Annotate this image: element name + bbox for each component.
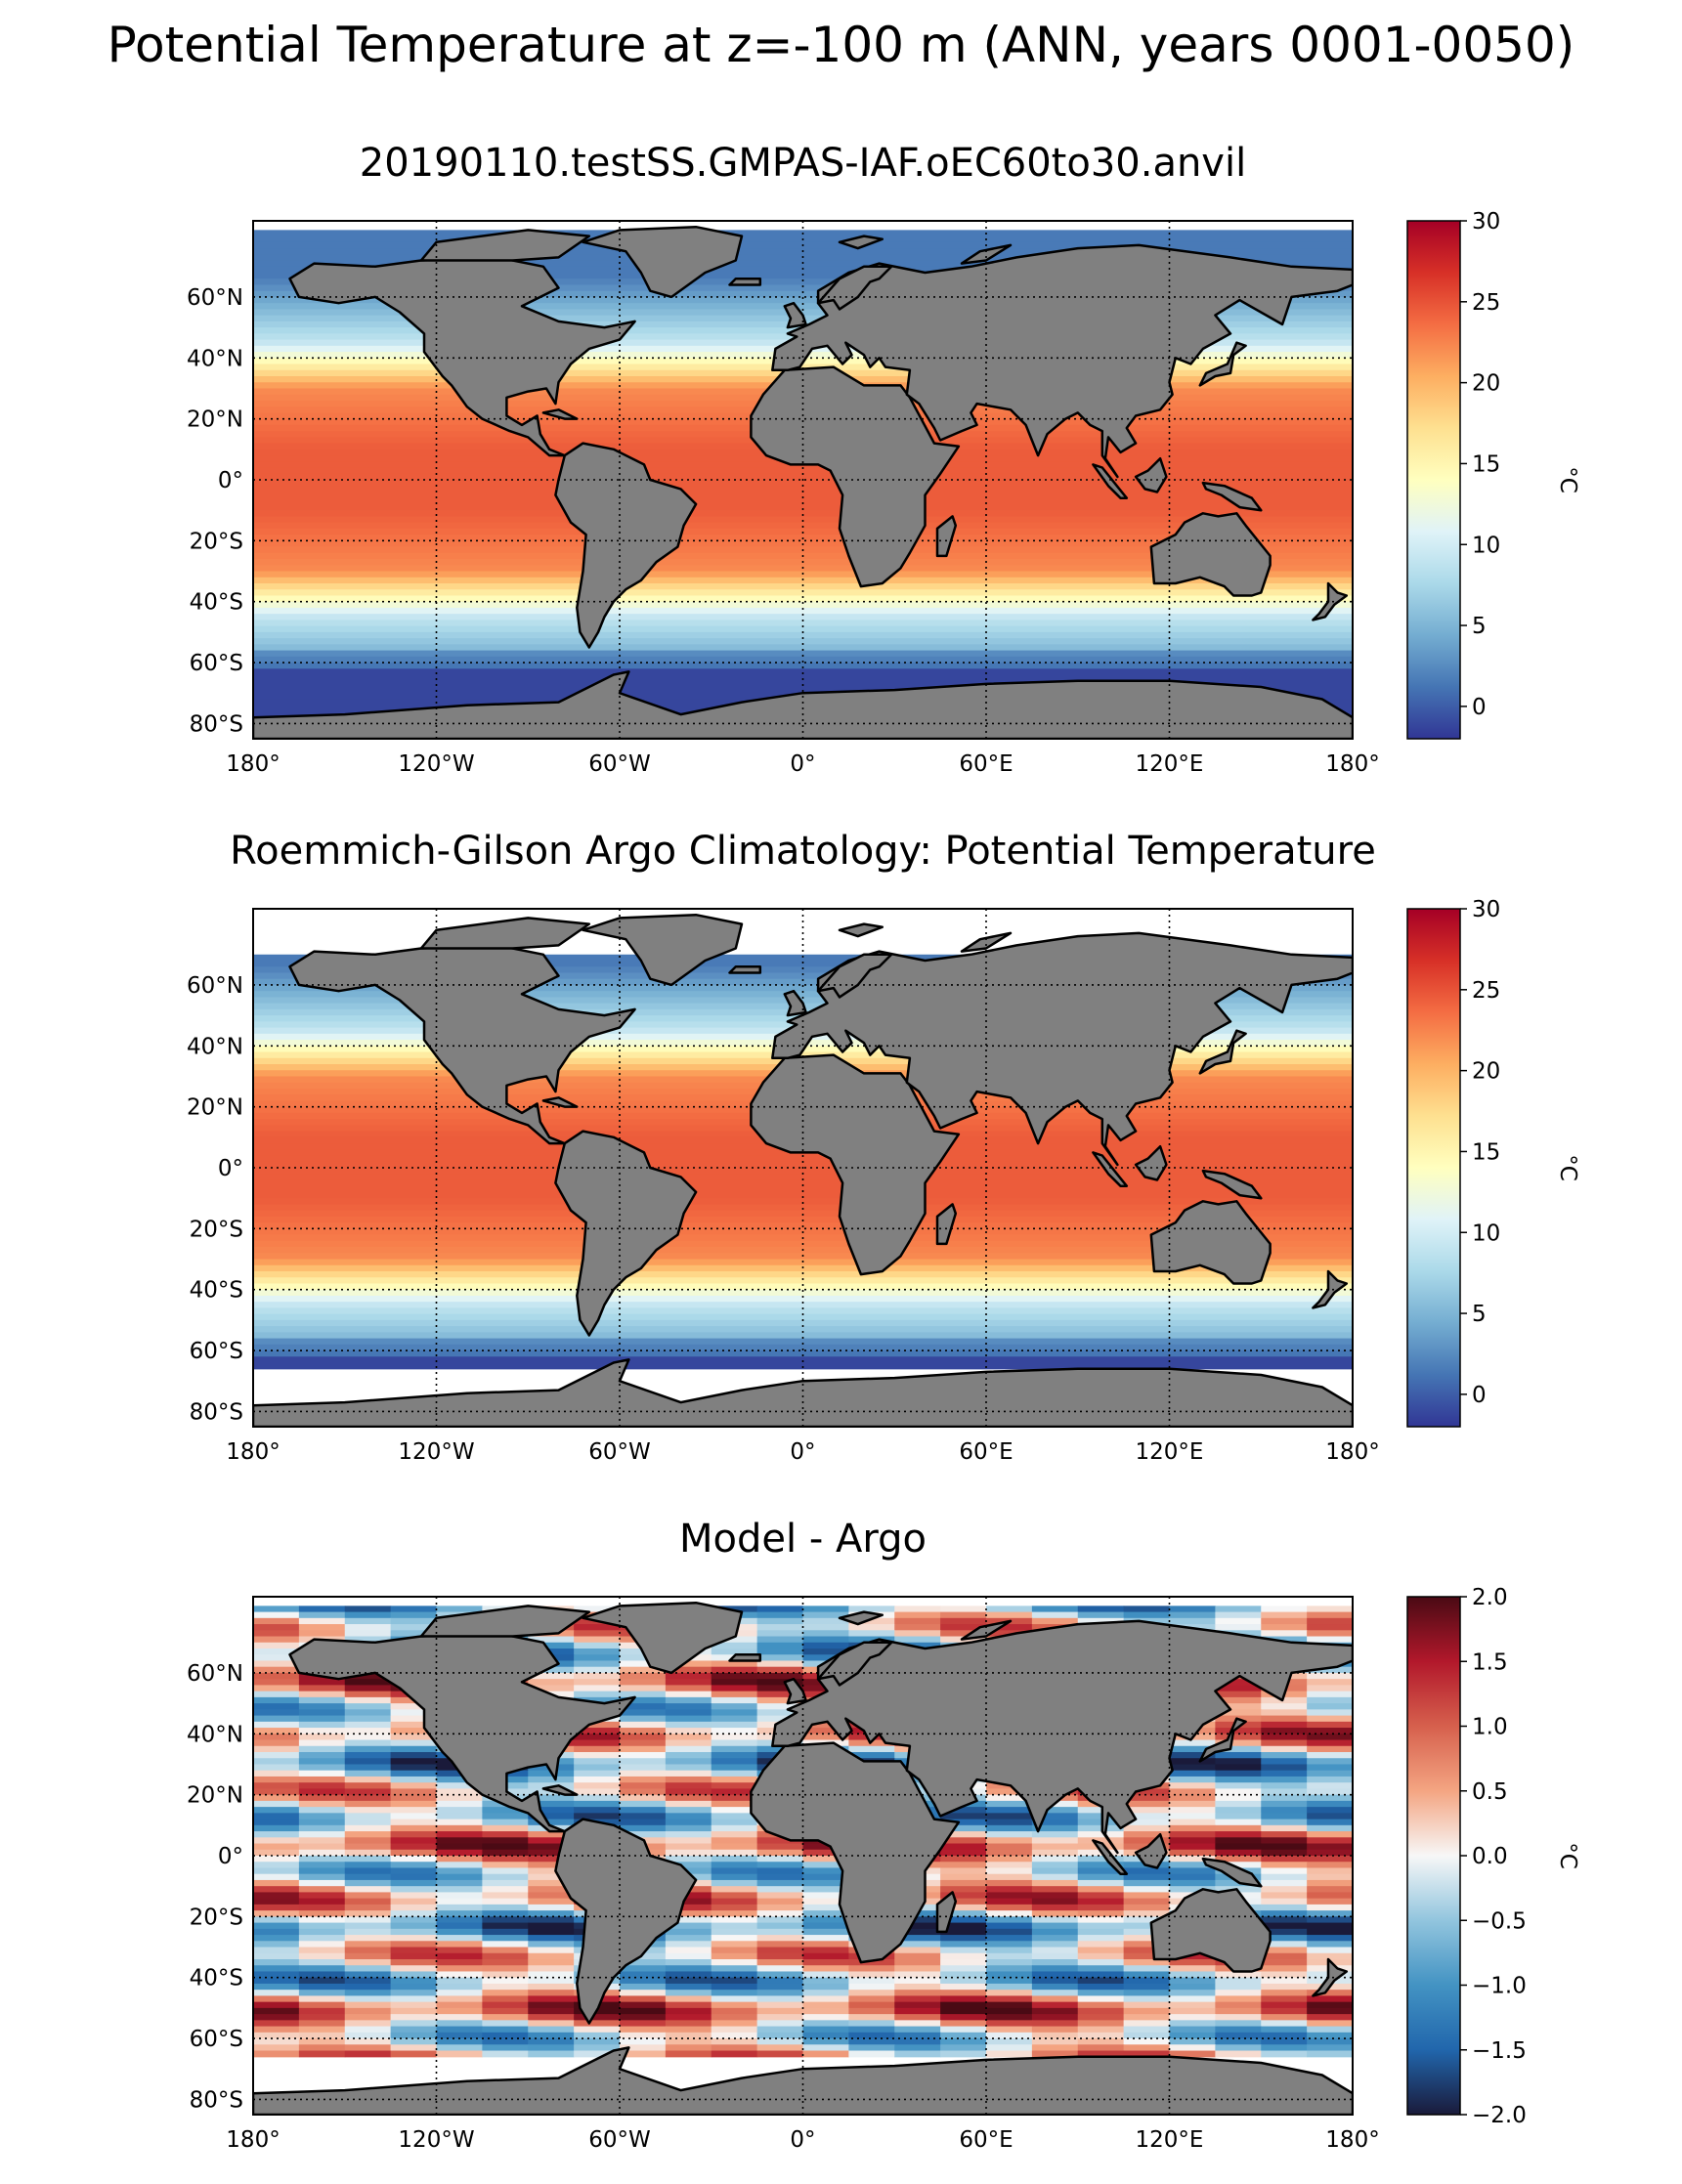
x-tick-label: 0° [790, 1439, 815, 1465]
y-tick-label: 20°N [187, 1783, 243, 1809]
colorbar-label: °C [1555, 1154, 1580, 1181]
x-tick-label: 180° [1325, 2127, 1379, 2153]
y-tick-label: 40°N [187, 346, 243, 371]
colorbar-tick-label: 1.0 [1472, 1715, 1508, 1740]
y-tick-label: 40°S [190, 1966, 243, 1991]
colorbar-tick-label: −2.0 [1472, 2103, 1527, 2128]
y-tick-label: 60°S [190, 2027, 243, 2052]
y-tick-label: 40°S [190, 590, 243, 616]
x-tick-label: 120°E [1136, 751, 1204, 777]
colorbar-tick-label: 5 [1472, 614, 1487, 639]
colorbar-label: °C [1555, 1842, 1580, 1869]
colorbar: 2.0 1.5 1.0 0.5 0.0 −0.5 −1.0 −1.5 −2.0 °C [1406, 1585, 1580, 2128]
colorbar-tick-label: −0.5 [1472, 1908, 1527, 1934]
y-tick-label: 20°N [187, 1095, 243, 1121]
colorbar-tick-label: 10 [1472, 1220, 1500, 1246]
x-tick-label: 60°W [588, 751, 651, 777]
x-tick-label: 0° [790, 751, 815, 777]
colorbar-tick-label: 0 [1472, 1383, 1487, 1408]
colorbar-tick-label: 5 [1472, 1302, 1487, 1327]
colorbar-tick-label: 10 [1472, 533, 1500, 558]
x-tick-label: 120°E [1136, 2127, 1204, 2153]
y-tick-label: 40°N [187, 1722, 243, 1747]
x-tick-label: 60°E [959, 2127, 1013, 2153]
y-tick-label: 20°S [190, 1217, 243, 1242]
x-tick-label: 180° [226, 1439, 280, 1465]
colorbar-scale [1406, 220, 1461, 740]
x-tick-label: 120°W [398, 751, 474, 777]
colorbar-tick-label: 0.0 [1472, 1844, 1508, 1869]
colorbar-tick-label: 20 [1472, 1059, 1500, 1085]
y-tick-label: 40°S [190, 1278, 243, 1304]
colorbar-tick-label: 15 [1472, 1139, 1500, 1165]
y-tick-label: 0° [218, 468, 243, 493]
colorbar: 30 25 20 15 10 5 0 °C [1406, 897, 1580, 1428]
x-tick-label: 0° [790, 2127, 815, 2153]
colorbar-tick-label: 15 [1472, 451, 1500, 477]
x-tick-label: 120°E [1136, 1439, 1204, 1465]
colorbar-tick-label: 2.0 [1472, 1585, 1508, 1610]
map-panel-2: Roemmich-Gilson Argo Climatology: Potent… [187, 829, 1580, 1465]
y-tick-label: 60°N [187, 285, 243, 311]
panel-title: Model - Argo [679, 1517, 927, 1562]
y-tick-label: 20°S [190, 1905, 243, 1930]
colorbar-tick-label: 25 [1472, 290, 1500, 316]
x-tick-label: 60°E [959, 751, 1013, 777]
x-tick-label: 120°W [398, 2127, 474, 2153]
map-frame [252, 1596, 1354, 2116]
y-tick-label: 0° [218, 1844, 243, 1869]
y-tick-label: 80°S [190, 1399, 243, 1425]
colorbar-tick-label: 0.5 [1472, 1779, 1508, 1805]
x-tick-label: 180° [226, 2127, 280, 2153]
y-tick-label: 0° [218, 1156, 243, 1181]
y-tick-label: 60°S [190, 651, 243, 676]
y-tick-label: 60°N [187, 973, 243, 999]
y-tick-label: 80°S [190, 2087, 243, 2113]
colorbar-scale [1406, 1596, 1461, 2116]
panel-title: Roemmich-Gilson Argo Climatology: Potent… [230, 829, 1376, 874]
colorbar-scale [1406, 908, 1461, 1428]
colorbar-tick-label: −1.5 [1472, 2038, 1527, 2064]
x-tick-label: 120°W [398, 1439, 474, 1465]
colorbar-tick-label: 20 [1472, 371, 1500, 397]
map-panel-1: 20190110.testSS.GMPAS-IAF.oEC60to30.anvi… [187, 141, 1580, 777]
y-tick-label: 80°S [190, 711, 243, 737]
gridlines [252, 1597, 1354, 2115]
x-tick-label: 60°W [588, 2127, 651, 2153]
x-tick-label: 60°W [588, 1439, 651, 1465]
colorbar-label: °C [1555, 466, 1580, 493]
colorbar-tick-label: 30 [1472, 209, 1500, 235]
colorbar-tick-label: 25 [1472, 978, 1500, 1004]
colorbar-tick-label: 1.5 [1472, 1649, 1508, 1675]
y-tick-label: 20°S [190, 529, 243, 554]
x-tick-label: 180° [1325, 751, 1379, 777]
colorbar: 30 25 20 15 10 5 0 °C [1406, 209, 1580, 740]
figure-suptitle: Potential Temperature at z=-100 m (ANN, … [107, 17, 1575, 73]
colorbar-tick-label: −1.0 [1472, 1974, 1527, 1999]
x-tick-label: 60°E [959, 1439, 1013, 1465]
panel-title: 20190110.testSS.GMPAS-IAF.oEC60to30.anvi… [360, 141, 1246, 186]
y-tick-label: 60°N [187, 1661, 243, 1687]
x-tick-label: 180° [1325, 1439, 1379, 1465]
x-tick-label: 180° [226, 751, 280, 777]
map-panel-3: Model - Argo 180° 120°W 60°W 0° 60°E 120°E 180°… [187, 1517, 1580, 2153]
colorbar-tick-label: 30 [1472, 897, 1500, 922]
y-tick-label: 40°N [187, 1034, 243, 1059]
map-frame [252, 908, 1354, 1428]
land-mask [253, 1601, 1353, 2115]
colorbar-tick-label: 0 [1472, 695, 1487, 720]
map-frame [252, 220, 1354, 740]
gridlines [252, 221, 1354, 739]
y-tick-label: 20°N [187, 407, 243, 433]
y-tick-label: 60°S [190, 1339, 243, 1364]
